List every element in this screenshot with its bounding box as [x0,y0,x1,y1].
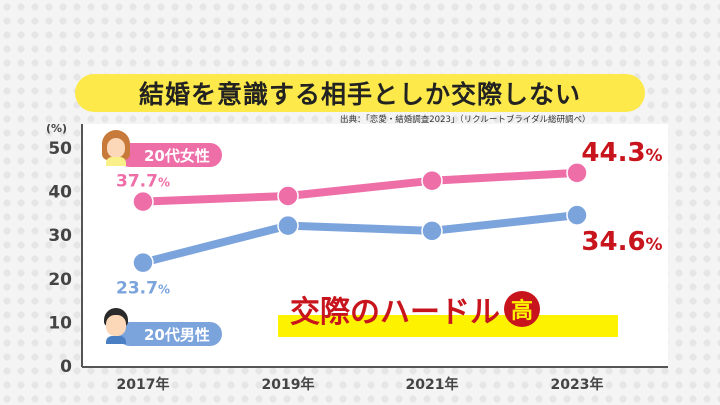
data-point [132,190,154,213]
data-label-unit: % [646,146,663,166]
x-tick-label: 2023年 [551,376,604,393]
data-point [132,251,154,274]
chart-title: 結婚を意識する相手としか交際しない [75,74,645,112]
data-label-value: 34.6 [581,227,645,257]
legend-female: 20代女性 [118,143,222,167]
data-point [277,185,299,207]
series-line-1 [142,211,578,267]
data-label: 44.3% [581,138,662,168]
source-note: 出典：「恋愛・結婚調査2023」（リクルートブライダル総研調べ） [340,115,591,125]
male-avatar-icon [100,308,132,344]
hurdle-callout: 交際のハードル高 [278,287,618,337]
high-badge: 高 [504,291,540,327]
data-point [566,162,588,184]
y-tick-label: 20 [48,270,72,290]
female-avatar-icon [100,130,132,166]
y-tick-label: 30 [48,226,72,246]
data-label-value: 44.3 [581,138,645,168]
y-tick-label: 10 [48,313,72,333]
data-point [566,204,588,226]
y-tick-label: 40 [48,183,72,203]
data-label: 23.7% [116,279,170,299]
y-tick-label: 0 [60,357,72,377]
data-point [421,220,443,242]
data-label-unit: % [646,235,663,255]
x-tick-label: 2021年 [406,376,459,393]
data-point [421,169,443,192]
data-label-unit: % [158,176,170,190]
data-label: 34.6% [581,227,662,257]
data-point [277,214,299,237]
legend-male-label: 20代男性 [144,325,210,344]
data-label-unit: % [158,283,170,297]
legend-female-label: 20代女性 [144,146,210,165]
x-tick-label: 2017年 [117,376,170,393]
data-label: 37.7% [116,172,170,192]
y-tick-label: 50 [48,139,72,159]
data-label-value: 23.7 [116,279,158,299]
legend-male: 20代男性 [118,322,222,346]
series-line-0 [142,168,578,206]
data-label-value: 37.7 [116,172,158,192]
x-tick-label: 2019年 [262,376,315,393]
y-axis-unit: (%) [46,122,67,135]
callout-text: 交際のハードル [290,295,500,330]
